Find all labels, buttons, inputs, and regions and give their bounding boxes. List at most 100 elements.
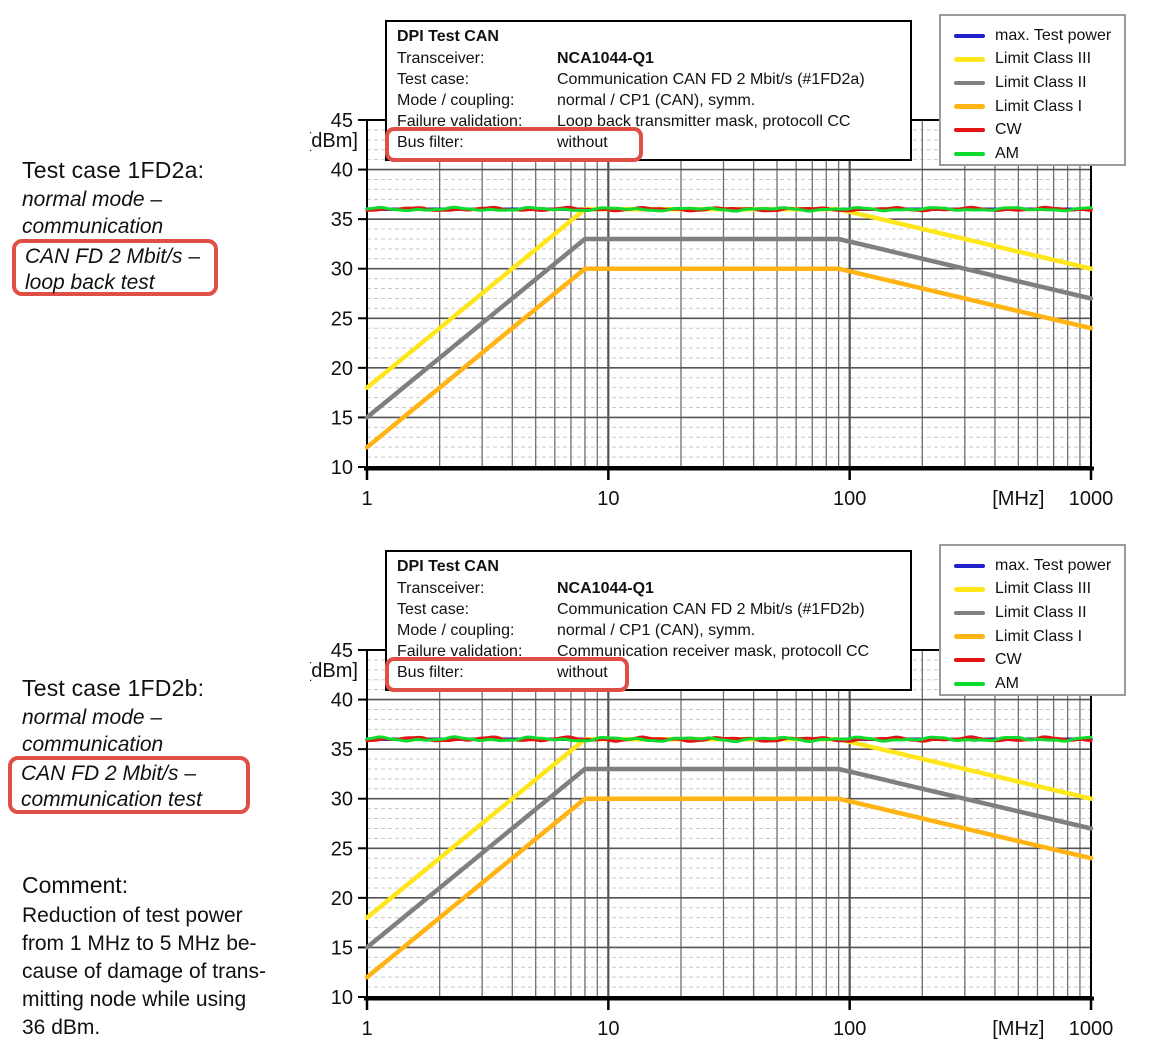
- series-cw: [365, 735, 1093, 743]
- axis-tick-label: [MHz]: [992, 488, 1044, 510]
- info-box-1fd2a: DPI Test CAN Transceiver: NCA1044-Q1 Tes…: [385, 20, 912, 161]
- subtitle-line: normal mode –: [22, 706, 163, 729]
- info-value: Communication receiver mask, protocoll C…: [557, 643, 870, 660]
- axis-tick-label: 100: [833, 488, 866, 510]
- info-label: Failure validation:: [397, 113, 523, 130]
- axis-tick-label: 1000: [1069, 488, 1114, 510]
- legend-item-limit-class-ii: Limit Class II: [954, 601, 1124, 625]
- info-row-testcase: Test case: Communication CAN FD 2 Mbit/s…: [397, 599, 910, 620]
- axis-tick-label: 10: [597, 488, 619, 510]
- legend-swatch: [954, 57, 985, 62]
- series-limit-class-ii: [364, 766, 1094, 950]
- axis-tick-label: [MHz]: [992, 1018, 1044, 1040]
- comment-line: 36 dBm.: [22, 1016, 101, 1039]
- legend-1fd2b: max. Test power Limit Class III Limit Cl…: [939, 544, 1126, 696]
- highlight-line: CAN FD 2 Mbit/s –: [25, 245, 201, 268]
- legend-1fd2a: max. Test power Limit Class III Limit Cl…: [939, 14, 1126, 166]
- info-label: Failure validation:: [397, 643, 523, 660]
- info-value: normal / CP1 (CAN), symm.: [557, 622, 756, 639]
- info-value: Loop back transmitter mask, protocoll CC: [557, 113, 851, 130]
- subtitle-line: communication: [22, 215, 164, 238]
- axis-tick-label: 1: [361, 1018, 372, 1040]
- axis-tick-label: 35: [331, 739, 353, 761]
- info-value: without: [557, 134, 608, 151]
- legend-label: Limit Class III: [995, 580, 1092, 598]
- comment-line: from 1 MHz to 5 MHz be-: [22, 932, 257, 955]
- info-label: Test case:: [397, 601, 470, 618]
- bus-filter-highlight-box-2: [385, 657, 629, 692]
- legend-label: max. Test power: [995, 26, 1112, 44]
- testcase-1fd2b-subtitle: normal mode – communication: [22, 704, 163, 758]
- comment-line: cause of damage of trans-: [22, 960, 266, 983]
- legend-label: Limit Class II: [995, 73, 1087, 91]
- legend-swatch: [954, 563, 985, 569]
- comment-line: mitting node while using: [22, 988, 247, 1011]
- testcase-1fd2a-subtitle: normal mode – communication: [22, 186, 163, 240]
- info-box-title: DPI Test CAN: [397, 28, 499, 45]
- info-label: Transceiver:: [397, 50, 485, 67]
- info-row-transceiver: Transceiver: NCA1044-Q1: [397, 48, 910, 69]
- info-label: Transceiver:: [397, 580, 485, 597]
- series-cw: [365, 205, 1093, 213]
- legend-label: AM: [995, 674, 1019, 692]
- legend-item-limit-class-ii: Limit Class II: [954, 71, 1124, 95]
- info-label: Test case:: [397, 71, 470, 88]
- bus-filter-highlight-box-1: [385, 127, 643, 162]
- axis-tick-label: 10: [331, 457, 353, 479]
- info-row-transceiver: Transceiver: NCA1044-Q1: [397, 578, 910, 599]
- testcase-1fd2a-heading: Test case 1FD2a:: [22, 157, 205, 183]
- axis-tick-label: 15: [331, 937, 353, 959]
- axis-tick-label: 45: [331, 110, 353, 132]
- axis-tick-label: 40: [331, 690, 353, 712]
- axis-tick-label: 30: [331, 259, 353, 281]
- axis-tick-label: 35: [331, 209, 353, 231]
- info-value: NCA1044-Q1: [557, 580, 654, 597]
- comment-line: Reduction of test power: [22, 904, 243, 927]
- series-am: [365, 735, 1093, 743]
- info-row-failure-validation: Failure validation: Loop back transmitte…: [397, 111, 910, 132]
- comment-heading: Comment:: [22, 872, 129, 898]
- axis-tick-label: 45: [331, 640, 353, 662]
- info-row-failure-validation: Failure validation: Communication receiv…: [397, 641, 910, 662]
- legend-item-limit-class-iii: Limit Class III: [954, 48, 1124, 72]
- legend-label: Limit Class III: [995, 50, 1092, 68]
- series-limit-class-i: [364, 266, 1094, 450]
- highlight-box-text: CAN FD 2 Mbit/s – loop back test: [16, 243, 214, 296]
- series-limit-class-ii: [364, 236, 1094, 420]
- legend-swatch: [954, 33, 985, 39]
- legend-swatch: [954, 80, 985, 86]
- axis-tick-label: 1: [361, 488, 372, 510]
- legend-label: max. Test power: [995, 556, 1112, 574]
- info-label: Bus filter:: [397, 134, 464, 151]
- highlight-line: communication test: [21, 788, 202, 811]
- axis-tick-label: 100: [833, 1018, 866, 1040]
- info-label: Mode / coupling:: [397, 92, 515, 109]
- legend-item-limit-class-i: Limit Class I: [954, 95, 1124, 119]
- axis-tick-label: 30: [331, 789, 353, 811]
- axis-tick-label: 25: [331, 308, 353, 330]
- legend-item-am: AM: [954, 672, 1124, 696]
- legend-swatch: [954, 104, 985, 109]
- legend-item-cw: CW: [954, 118, 1124, 142]
- highlight-line: loop back test: [25, 271, 155, 294]
- axis-tick-label: 1000: [1069, 1018, 1114, 1040]
- legend-label: Limit Class II: [995, 603, 1087, 621]
- info-box-title: DPI Test CAN: [397, 558, 499, 575]
- comment-body: Reduction of test power from 1 MHz to 5 …: [22, 902, 266, 1042]
- axis-tick-label: 10: [597, 1018, 619, 1040]
- legend-item-max-test-power: max. Test power: [954, 24, 1124, 48]
- subtitle-line: communication: [22, 733, 164, 756]
- series-am: [365, 205, 1093, 213]
- legend-swatch: [954, 634, 985, 639]
- legend-item-max-test-power: max. Test power: [954, 554, 1124, 578]
- testcase-1fd2a-highlight-box: CAN FD 2 Mbit/s – loop back test: [12, 239, 218, 296]
- axis-tick-label: 15: [331, 407, 353, 429]
- legend-swatch: [954, 657, 985, 663]
- dpi-chart-1fd2b: 45 40 35 30 25 20 15 10 [dBm] 1 10 100 1000 [MHz]: [310, 640, 1114, 1040]
- axis-tick-label: [dBm]: [310, 660, 358, 682]
- highlight-box-text: CAN FD 2 Mbit/s – communication test: [12, 760, 246, 813]
- info-row-mode-coupling: Mode / coupling: normal / CP1 (CAN), sym…: [397, 620, 910, 641]
- legend-label: Limit Class I: [995, 97, 1083, 115]
- info-value: NCA1044-Q1: [557, 50, 654, 67]
